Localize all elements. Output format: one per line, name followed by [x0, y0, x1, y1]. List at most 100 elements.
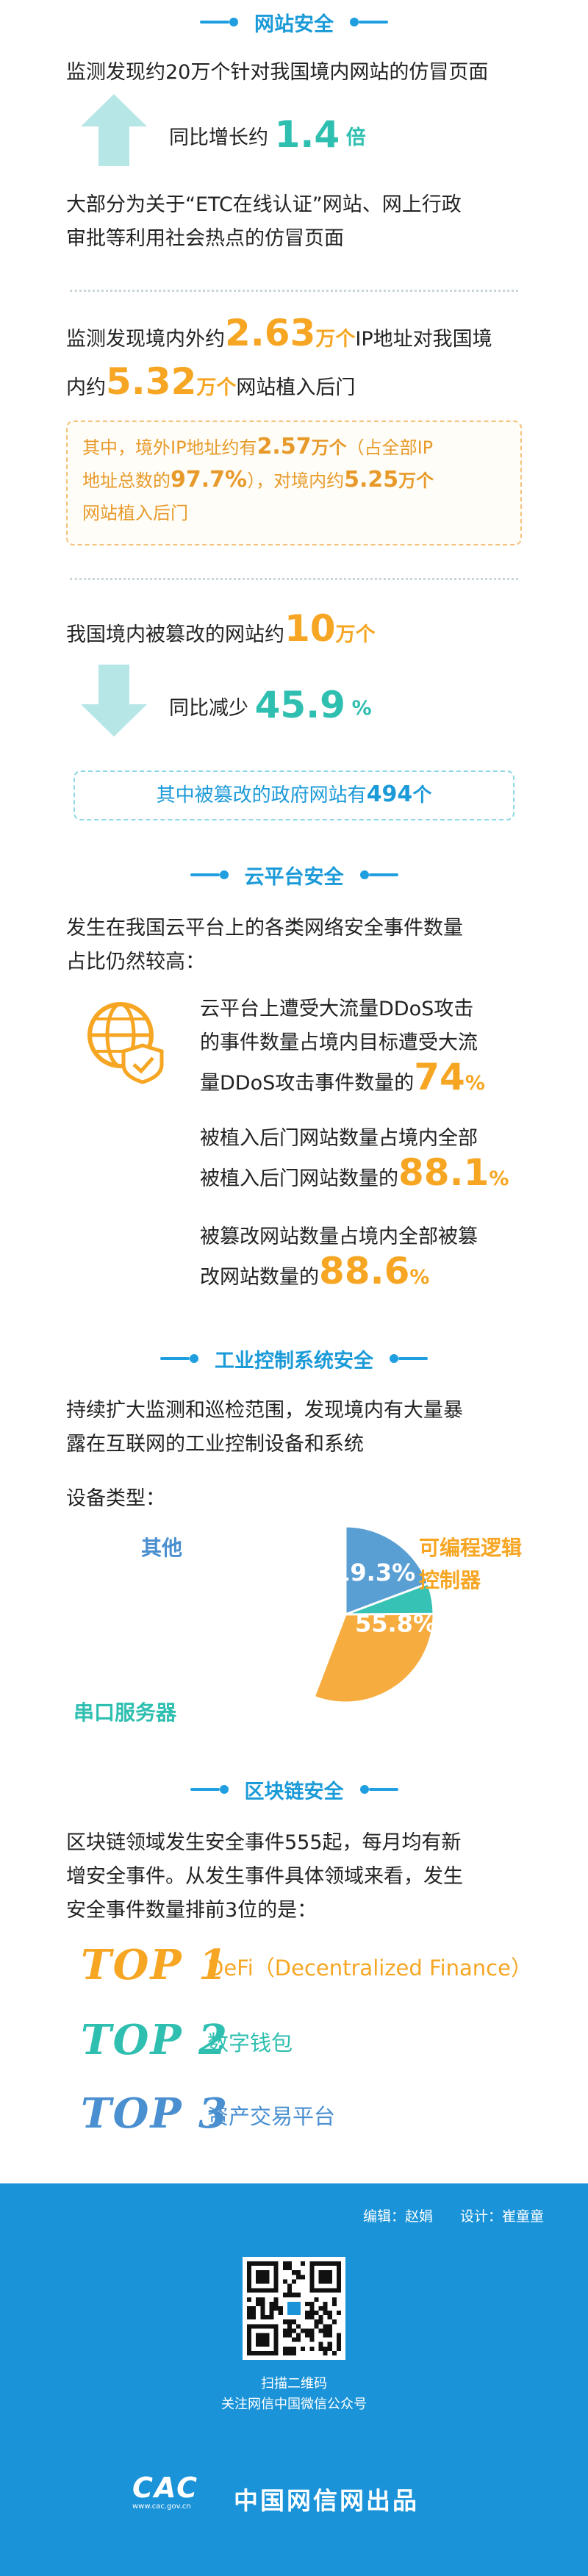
- qr-module: [291, 2279, 297, 2284]
- qr-module: [318, 2346, 323, 2351]
- qr-module: [327, 2328, 332, 2333]
- top-label: 数字钱包: [207, 2031, 293, 2056]
- qr-module: [269, 2315, 274, 2320]
- qr-module: [314, 2319, 319, 2325]
- qr-module: [282, 2266, 287, 2271]
- qr-module: [256, 2297, 261, 2302]
- qr-module: [336, 2311, 341, 2316]
- qr-module: [287, 2350, 292, 2355]
- qr-module: [291, 2292, 297, 2297]
- section-title: 工业控制系统安全: [215, 1349, 373, 1373]
- defaced-line: 我国境内被篡改的网站约10万个: [66, 607, 376, 650]
- qr-module: [273, 2301, 279, 2306]
- qr-module: [282, 2333, 287, 2338]
- follow-hint: 关注网信中国微信公众号: [221, 2397, 367, 2412]
- qr-module: [251, 2315, 257, 2320]
- qr-module: [305, 2301, 310, 2306]
- section-title: 网站安全: [254, 12, 334, 36]
- qr-module: [323, 2328, 328, 2333]
- qr-module: [301, 2261, 306, 2266]
- qr-module: [291, 2346, 297, 2351]
- qr-module: [287, 2324, 292, 2329]
- qr-module: [260, 2301, 265, 2306]
- text-line: 区块链领域发生安全事件555起，每月均有新: [66, 1831, 462, 1854]
- footer: 编辑：赵娟 设计：崔童童 扫描二维码 关注网信中国微信公众号 CAC www.c…: [0, 2183, 588, 2576]
- arrow-up-icon: [81, 94, 147, 166]
- qr-module: [305, 2333, 310, 2338]
- qr-module: [287, 2292, 292, 2297]
- qr-module: [331, 2301, 337, 2306]
- section-header-website: 网站安全: [0, 7, 588, 37]
- qr-module: [251, 2305, 257, 2311]
- cac-logo-text: CAC: [132, 2472, 199, 2504]
- qr-module: [287, 2346, 292, 2351]
- section-title: 云平台安全: [244, 865, 344, 889]
- qr-module: [247, 2305, 252, 2311]
- qr-module: [301, 2328, 306, 2333]
- qr-module: [296, 2324, 301, 2329]
- pie-slice: [344, 1525, 430, 1617]
- qr-module: [309, 2301, 315, 2306]
- qr-module: [291, 2270, 297, 2275]
- yoy-growth: 同比增长约 1.4 倍: [169, 113, 366, 156]
- scan-hint: 扫描二维码: [261, 2376, 327, 2391]
- qr-module: [323, 2346, 328, 2351]
- text-line: 持续扩大监测和巡检范围，发现境内有大量暴: [66, 1399, 463, 1422]
- top-rank: TOP 2: [81, 2016, 229, 2064]
- qr-module: [331, 2297, 337, 2302]
- qr-module: [278, 2311, 283, 2316]
- qr-module: [287, 2261, 292, 2266]
- text-line: 占比仍然较高：: [66, 951, 205, 973]
- qr-module: [282, 2292, 287, 2297]
- qr-code[interactable]: [243, 2257, 345, 2360]
- qr-module: [296, 2270, 301, 2275]
- pie-slice-label: 19.3%: [334, 1559, 415, 1586]
- cac-logo: CAC www.cac.gov.cn: [132, 2472, 213, 2516]
- top-rank: TOP 1: [81, 1941, 229, 1989]
- qr-module: [318, 2341, 323, 2347]
- section-header-cloud: 云平台安全: [0, 860, 588, 890]
- qr-module: [273, 2305, 279, 2311]
- text-line: 大部分为关于“ETC在线认证”网站、网上行政: [66, 193, 462, 216]
- top-label: 资产交易平台: [207, 2104, 336, 2129]
- qr-module: [260, 2297, 265, 2302]
- qr-module: [327, 2315, 332, 2320]
- qr-module: [323, 2301, 328, 2306]
- yoy-decrease: 同比减少 45.9 %: [169, 684, 372, 726]
- qr-module: [314, 2297, 319, 2302]
- top-rank: TOP 3: [81, 2089, 229, 2138]
- yoy-value: 1.4: [274, 113, 340, 156]
- qr-module: [323, 2350, 328, 2355]
- text-line: 审批等利用社会热点的仿冒页面: [66, 227, 344, 250]
- qr-module: [296, 2337, 301, 2342]
- qr-module: [296, 2275, 301, 2280]
- foreign-ip-box: [66, 421, 522, 545]
- qr-module: [247, 2315, 252, 2320]
- qr-module: [327, 2333, 332, 2338]
- qr-module: [301, 2275, 306, 2280]
- text-line: 发生在我国云平台上的各类网络安全事件数量: [66, 917, 463, 940]
- qr-module: [323, 2324, 328, 2329]
- qr-module: [282, 2346, 287, 2351]
- foreign-ip-text: 其中，境外IP地址约有2.57万个（占全部IP 地址总数的97.7%），对境内约…: [82, 434, 434, 523]
- qr-module: [260, 2311, 265, 2316]
- qr-module: [331, 2319, 337, 2325]
- designer-credit: 设计：崔童童: [460, 2208, 545, 2225]
- qr-module: [287, 2288, 292, 2293]
- qr-module: [309, 2328, 315, 2333]
- qr-module: [327, 2311, 332, 2316]
- brand-text: 中国网信网出品: [234, 2486, 419, 2515]
- qr-code-image: [247, 2261, 341, 2355]
- qr-module: [287, 2283, 292, 2289]
- qr-module: [291, 2328, 297, 2333]
- qr-module: [318, 2315, 323, 2320]
- qr-module: [291, 2350, 297, 2355]
- text-line: 增安全事件。从发生事件具体领域来看，发生: [66, 1865, 463, 1888]
- cac-logo-url: www.cac.gov.cn: [132, 2502, 191, 2511]
- qr-module: [260, 2305, 265, 2311]
- text-line: 露在互联网的工业控制设备和系统: [66, 1433, 364, 1456]
- qr-module: [291, 2337, 297, 2342]
- qr-module: [247, 2297, 252, 2302]
- qr-module: [287, 2328, 292, 2333]
- qr-module: [309, 2305, 315, 2311]
